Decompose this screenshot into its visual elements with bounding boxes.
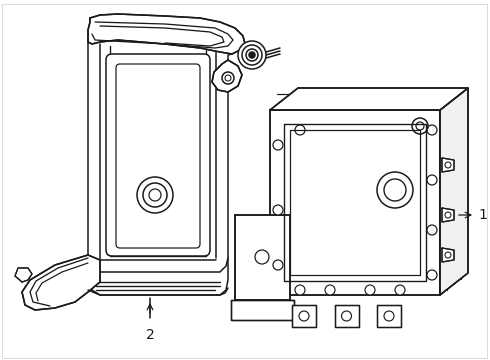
Polygon shape xyxy=(88,14,245,54)
Polygon shape xyxy=(231,300,294,320)
Circle shape xyxy=(249,52,255,58)
Polygon shape xyxy=(212,60,242,92)
Circle shape xyxy=(273,260,283,270)
Polygon shape xyxy=(22,255,100,310)
Circle shape xyxy=(325,285,335,295)
Polygon shape xyxy=(235,215,290,300)
Polygon shape xyxy=(15,268,32,282)
Polygon shape xyxy=(442,158,454,172)
Circle shape xyxy=(427,270,437,280)
Text: 1: 1 xyxy=(478,208,487,222)
Polygon shape xyxy=(442,208,454,222)
FancyBboxPatch shape xyxy=(106,54,210,256)
Circle shape xyxy=(273,205,283,215)
Circle shape xyxy=(427,125,437,135)
Polygon shape xyxy=(440,88,468,295)
Polygon shape xyxy=(335,305,359,327)
Polygon shape xyxy=(270,88,468,110)
Text: 2: 2 xyxy=(146,328,154,342)
Circle shape xyxy=(377,172,413,208)
Circle shape xyxy=(273,140,283,150)
Polygon shape xyxy=(292,305,316,327)
Polygon shape xyxy=(442,248,454,262)
Circle shape xyxy=(395,285,405,295)
Circle shape xyxy=(427,225,437,235)
Circle shape xyxy=(295,285,305,295)
Circle shape xyxy=(238,41,266,69)
Polygon shape xyxy=(377,305,401,327)
Polygon shape xyxy=(270,110,440,295)
Circle shape xyxy=(427,175,437,185)
Circle shape xyxy=(365,285,375,295)
Circle shape xyxy=(137,177,173,213)
